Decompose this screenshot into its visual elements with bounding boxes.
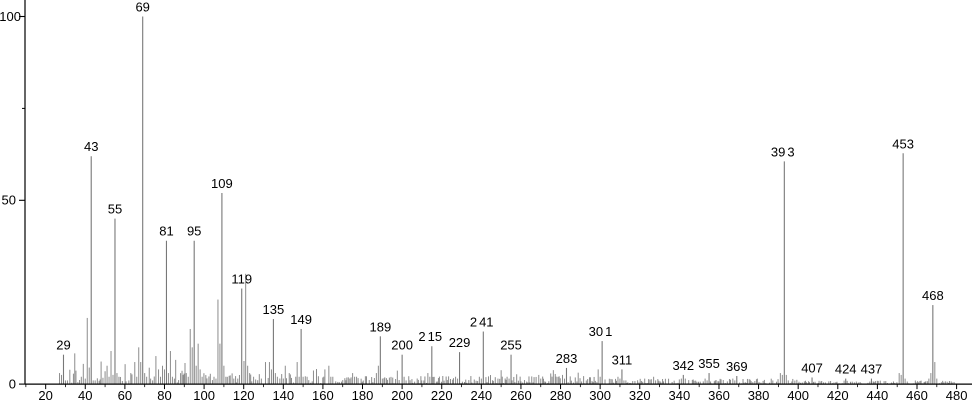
- svg-text:109: 109: [211, 176, 233, 191]
- svg-text:283: 283: [556, 351, 578, 366]
- svg-text:200: 200: [391, 388, 413, 403]
- svg-text:255: 255: [500, 338, 522, 353]
- svg-text:480: 480: [946, 388, 968, 403]
- svg-text:355: 355: [698, 356, 720, 371]
- svg-text:300: 300: [589, 388, 611, 403]
- svg-text:29: 29: [56, 338, 70, 353]
- svg-text:43: 43: [84, 139, 98, 154]
- svg-text:420: 420: [827, 388, 849, 403]
- svg-text:260: 260: [510, 388, 532, 403]
- svg-text:119: 119: [231, 272, 252, 287]
- svg-text:380: 380: [748, 388, 770, 403]
- svg-text:120: 120: [233, 388, 255, 403]
- svg-text:135: 135: [263, 302, 285, 317]
- svg-text:189: 189: [369, 319, 391, 334]
- svg-text:453: 453: [892, 136, 914, 151]
- svg-text:100: 100: [0, 9, 21, 24]
- svg-text:50: 50: [2, 193, 16, 208]
- svg-text:340: 340: [669, 388, 691, 403]
- svg-text:280: 280: [550, 388, 572, 403]
- svg-text:20: 20: [38, 388, 52, 403]
- svg-text:55: 55: [108, 202, 122, 217]
- svg-text:60: 60: [118, 388, 132, 403]
- svg-text:215: 2 15: [418, 329, 442, 344]
- svg-text:407: 407: [801, 360, 823, 375]
- svg-text:301: 30 1: [589, 324, 613, 339]
- svg-text:220: 220: [431, 388, 453, 403]
- svg-text:437: 437: [861, 362, 883, 377]
- svg-text:400: 400: [787, 388, 809, 403]
- svg-text:200: 200: [391, 338, 413, 353]
- svg-text:240: 240: [470, 388, 492, 403]
- svg-text:0: 0: [9, 377, 16, 392]
- svg-text:468: 468: [922, 288, 944, 303]
- svg-text:149: 149: [290, 312, 312, 327]
- svg-text:40: 40: [78, 388, 92, 403]
- svg-text:95: 95: [187, 224, 201, 239]
- svg-text:180: 180: [352, 388, 374, 403]
- svg-text:140: 140: [272, 388, 294, 403]
- svg-text:81: 81: [159, 224, 173, 239]
- svg-text:320: 320: [629, 388, 651, 403]
- svg-text:100: 100: [193, 388, 215, 403]
- svg-text:424: 424: [835, 362, 857, 377]
- svg-text:369: 369: [726, 359, 748, 374]
- svg-text:69: 69: [135, 0, 149, 15]
- svg-text:342: 342: [672, 358, 694, 373]
- svg-text:241: 2 41: [470, 315, 494, 330]
- svg-text:393: 39 3: [771, 144, 795, 159]
- svg-text:460: 460: [906, 388, 928, 403]
- svg-text:229: 229: [449, 335, 471, 350]
- svg-text:440: 440: [867, 388, 889, 403]
- svg-text:80: 80: [157, 388, 171, 403]
- svg-text:311: 311: [612, 352, 633, 367]
- svg-text:160: 160: [312, 388, 334, 403]
- svg-text:360: 360: [708, 388, 730, 403]
